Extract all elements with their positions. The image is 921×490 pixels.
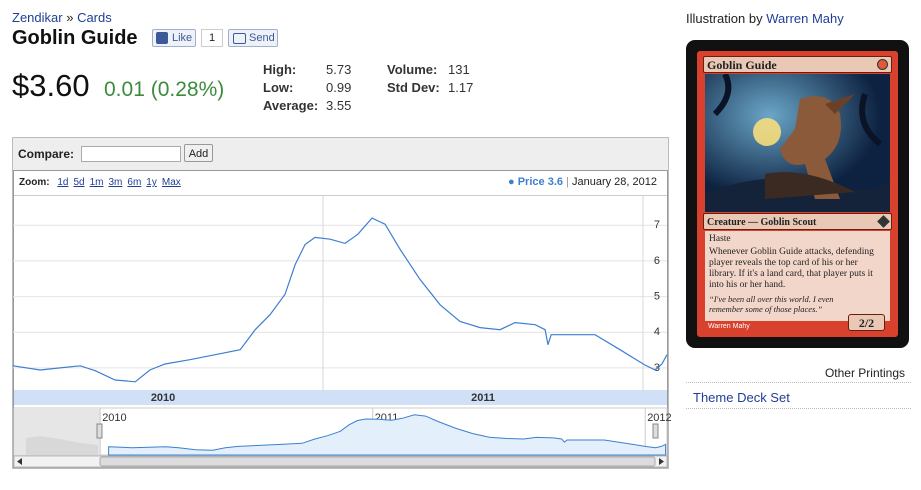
card-art [705, 74, 890, 212]
y-tick-label: 5 [654, 290, 660, 302]
like-button[interactable]: Like [152, 29, 196, 47]
card-type-line: Creature — Goblin Scout [703, 213, 892, 230]
card-flavor: “I've been all over this world. I even r… [709, 294, 834, 314]
card-ability: Whenever Goblin Guide attacks, defending… [709, 247, 874, 290]
zoom-option[interactable]: 1y [146, 177, 157, 188]
printing-link[interactable]: Theme Deck Set [693, 390, 790, 405]
stat-value: 0.99 [326, 80, 352, 95]
navigator-handle[interactable] [652, 423, 659, 439]
compare-input[interactable] [81, 146, 181, 162]
page-title: Goblin Guide [12, 27, 138, 49]
navigator-tick-label: 2012 [647, 412, 671, 424]
legend-date: January 28, 2012 [571, 176, 657, 188]
mana-symbol [877, 59, 888, 70]
add-button[interactable]: Add [184, 144, 213, 162]
x-tick-label: 2010 [151, 392, 175, 404]
stat-label: Volume: [387, 62, 438, 77]
zoom-option[interactable]: 5d [73, 177, 85, 188]
other-printings-title: Other Printings [824, 366, 905, 380]
stat-value: 131 [448, 62, 470, 77]
price: $3.60 [12, 68, 90, 103]
scroll-right[interactable] [659, 458, 664, 465]
artist-link[interactable]: Warren Mahy [766, 11, 844, 26]
y-tick-label: 6 [654, 255, 660, 267]
x-axis-band [14, 390, 667, 405]
illustration-credit: Illustration by Warren Mahy [686, 11, 844, 26]
stat-label: Std Dev: [387, 80, 440, 95]
zoom-option[interactable]: Max [161, 177, 181, 188]
card-ability: Haste [709, 234, 731, 244]
zoom-option[interactable]: 3m [108, 177, 123, 188]
stat-label: Average: [263, 98, 319, 113]
stat-value: 5.73 [326, 62, 352, 77]
send-icon [233, 33, 246, 44]
stat-label: Low: [263, 80, 294, 95]
send-label: Send [249, 32, 275, 44]
fb-icon [156, 32, 168, 44]
y-tick-label: 7 [654, 219, 660, 231]
divider [686, 408, 911, 409]
x-tick-label: 2011 [471, 392, 495, 404]
breadcrumb-link[interactable]: Cards [77, 10, 112, 25]
zoom-option[interactable]: 1d [57, 177, 69, 188]
navigator-handle[interactable] [96, 423, 103, 439]
card-name: Goblin Guide [703, 56, 892, 73]
zoom-option[interactable]: 1m [89, 177, 104, 188]
zoom-option[interactable]: 6m [127, 177, 142, 188]
stat-value: 1.17 [448, 80, 474, 95]
illustration-label: Illustration by [686, 11, 763, 26]
zoom-bar: Zoom: 1d 5d 1m 3m 6m 1y Max [19, 177, 181, 188]
card-text-box: Haste Whenever Goblin Guide attacks, def… [705, 231, 890, 321]
stat-label: High: [263, 62, 297, 77]
breadcrumb-link[interactable]: Zendikar [12, 10, 63, 25]
compare-label: Compare: [18, 147, 75, 161]
card-image: Goblin Guide Creature — Goblin Scout Has… [686, 40, 909, 348]
navigator-area [108, 414, 667, 456]
price-line [12, 217, 668, 383]
scroll-thumb[interactable] [99, 456, 656, 467]
chart-legend: ● Price 3.6 | January 28, 2012 [508, 176, 657, 188]
breadcrumb-separator: » [66, 10, 74, 25]
like-label: Like [172, 32, 193, 44]
card-pt: 2/2 [848, 314, 885, 331]
legend-value: 3.6 [547, 176, 563, 188]
card-artist: Warren Mahy [708, 323, 750, 330]
divider [686, 382, 911, 383]
stat-value: 3.55 [326, 98, 352, 113]
like-count: 1 [201, 29, 223, 47]
breadcrumb: Zendikar » Cards [12, 10, 112, 25]
navigator-history [26, 436, 98, 455]
navigator-tick-label: 2010 [102, 412, 126, 424]
legend-dot: ● [508, 176, 515, 188]
y-tick-label: 4 [654, 326, 660, 338]
zoom-label: Zoom: [19, 177, 50, 188]
scroll-left[interactable] [17, 458, 22, 465]
legend-name: Price [517, 176, 545, 188]
price-change: 0.01 (0.28%) [104, 78, 225, 101]
send-button[interactable]: Send [228, 29, 278, 47]
